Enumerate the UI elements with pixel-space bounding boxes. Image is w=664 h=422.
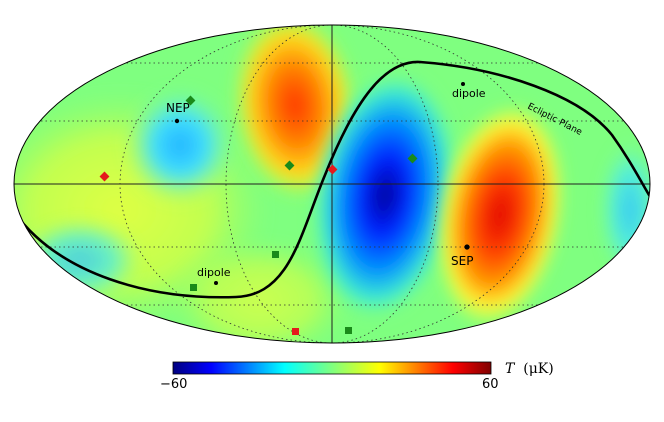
green-diamond-marker <box>407 153 418 164</box>
green-square-marker <box>272 251 279 258</box>
red-square-marker <box>292 328 299 335</box>
colorbar-min-label: −60 <box>160 377 188 392</box>
central-axes <box>14 25 650 343</box>
markers <box>99 82 470 335</box>
colorbar-title: T (μK) <box>505 361 554 377</box>
dipole-south-point <box>214 281 218 285</box>
colorbar <box>172 361 492 375</box>
nep-label: NEP <box>166 101 190 115</box>
colorbar-max-label: 60 <box>482 377 499 392</box>
red-diamond-marker <box>327 164 338 175</box>
dipole-north-point <box>461 82 465 86</box>
nep-point <box>174 118 180 124</box>
sep-point <box>464 244 470 250</box>
green-square-marker <box>190 284 197 291</box>
green-diamond-marker <box>284 160 295 171</box>
temperature-field <box>14 25 650 343</box>
colorbar-unit: (μK) <box>523 361 554 377</box>
map-outline <box>13 24 651 344</box>
green-diamond-marker <box>185 95 196 106</box>
sep-label: SEP <box>451 254 473 268</box>
dipole-north-label: dipole <box>452 87 486 100</box>
red-diamond-marker <box>99 171 110 182</box>
colorbar-symbol: T <box>505 361 515 377</box>
green-square-marker <box>345 327 352 334</box>
dipole-south-label: dipole <box>197 266 231 279</box>
ecliptic-plane-curve <box>14 60 650 299</box>
